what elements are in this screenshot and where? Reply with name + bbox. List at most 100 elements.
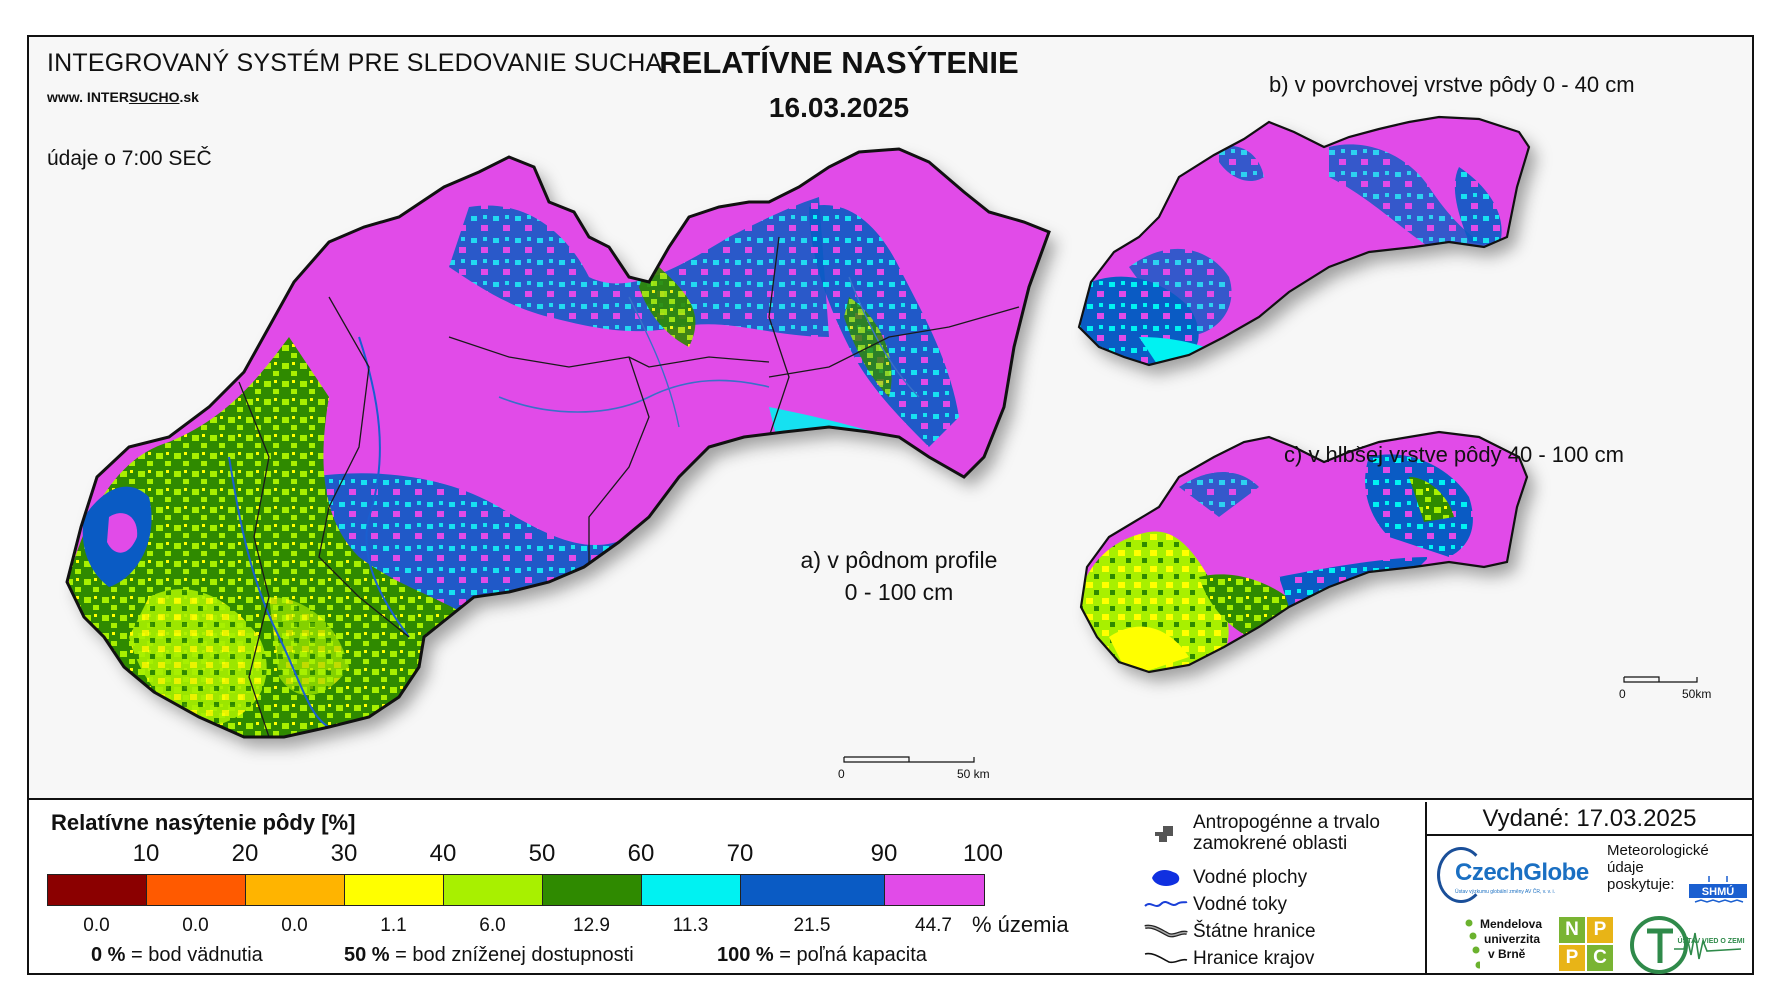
map-frame: INTEGROVANÝ SYSTÉM PRE SLEDOVANIE SUCHA … [27, 35, 1754, 975]
legend-class-5 [444, 875, 543, 905]
data-hour-note: údaje o 7:00 SEČ [47, 147, 212, 170]
legend-pct-7: 11.3 [672, 915, 709, 936]
map-area: INTEGROVANÝ SYSTÉM PRE SLEDOVANIE SUCHA … [29, 37, 1752, 800]
meteo-line1: Meteorologické [1607, 842, 1709, 859]
nppc-logo: N P P C [1559, 917, 1613, 971]
issued-date: Vydané: 17.03.2025 [1427, 802, 1752, 836]
web-brand: SUCHO [128, 89, 180, 105]
czechglobe-logo: CzechGlobe Ústav výzkumu globální změny … [1437, 845, 1602, 905]
symbol-region-border-label: Hranice krajov [1193, 947, 1315, 969]
scale-main-km: 50 km [957, 767, 990, 781]
legend-tick-50: 50 [528, 840, 556, 867]
legend-tick-40: 40 [429, 840, 457, 867]
page-title: RELATÍVNE NASÝTENIE [659, 45, 1019, 80]
legend-pct-3: 0.0 [281, 915, 308, 936]
czechglobe-ring-icon [1437, 847, 1485, 903]
panel-a-label-line1: a) v pôdnom profile [800, 547, 998, 573]
note-reduced-bold: 50 % [344, 944, 390, 966]
legend-pct-unit: % územia [972, 912, 1069, 937]
legend-colorbar [47, 874, 985, 906]
legend-pct-6: 12.9 [573, 915, 610, 936]
scale-small-km: 50km [1682, 687, 1712, 701]
symbol-water-bodies-label: Vodné plochy [1193, 866, 1308, 888]
note-capacity-text: = poľná kapacita [779, 944, 927, 966]
scale-bar-small [1623, 676, 1698, 683]
legend-class-3 [246, 875, 345, 905]
panel-b-label: b) v povrchovej vrstve pôdy 0 - 40 cm [1269, 72, 1635, 97]
uvz-logo: ÚSTAV VIED O ZEMI [1630, 916, 1745, 974]
nppc-letter-1: N [1559, 917, 1585, 943]
water-body-icon [1139, 865, 1193, 889]
legend-class-6 [543, 875, 642, 905]
symbol-streams-label: Vodné toky [1193, 893, 1288, 915]
legend-tick-70: 70 [726, 840, 754, 867]
mendel-line3: v Brně [1488, 947, 1526, 961]
legend: Relatívne nasýtenie pôdy [%] 10 20 30 40 50 6… [29, 802, 1129, 973]
note-reduced-text: = bod zníženej dostupnosti [395, 944, 634, 966]
scale-main-zero: 0 [838, 767, 845, 781]
symbol-state-border-label: Štátne hranice [1193, 920, 1316, 942]
legend-tick-20: 20 [231, 840, 259, 867]
panel-a-label-line2: 0 - 100 cm [844, 579, 954, 605]
legend-tick-90: 90 [870, 840, 898, 867]
nppc-letter-3: P [1559, 945, 1585, 971]
web-prefix: www. INTER [47, 89, 129, 105]
maps-svg [65, 115, 1698, 763]
legend-pct-2: 0.0 [182, 915, 209, 936]
czechglobe-subtitle: Ústav výzkumu globální změny AV ČR, v. v… [1455, 889, 1556, 895]
meteo-line2: údaje [1607, 859, 1644, 876]
map-date: 16.03.2025 [768, 92, 910, 123]
note-capacity: 100 % = poľná kapacita [717, 944, 927, 967]
legend-tick-30: 30 [330, 840, 358, 867]
mendel-line1: Mendelova [1480, 917, 1543, 931]
symbol-anthropogenic-line1: Antropogénne a trvalo [1193, 812, 1380, 833]
note-wilting-text: = bod vädnutia [131, 944, 263, 966]
note-wilting: 0 % = bod vädnutia [91, 944, 263, 967]
symbol-streams: Vodné toky [1139, 892, 1287, 916]
nppc-letter-4: C [1587, 945, 1613, 971]
legend-class-4 [345, 875, 444, 905]
legend-pct-4: 1.1 [380, 915, 407, 936]
mendel-dots-icon [1465, 919, 1480, 969]
legend-tick-60: 60 [627, 840, 655, 867]
legend-pct-5: 6.0 [479, 915, 506, 936]
nppc-letter-2: P [1587, 917, 1613, 943]
legend-class-2 [147, 875, 246, 905]
legend-pct-9: 44.7 [915, 915, 952, 936]
shmu-text: SHMÚ [1702, 885, 1734, 898]
symbol-anthropogenic: Antropogénne a trvalo zamokrené oblasti [1139, 812, 1380, 854]
legend-tick-100: 100 [962, 840, 1004, 867]
legend-class-8 [741, 875, 885, 905]
wetland-icon [1139, 821, 1193, 845]
symbol-anthropogenic-line2: zamokrené oblasti [1193, 833, 1348, 854]
region-border-icon [1139, 946, 1193, 970]
legend-title: Relatívne nasýtenie pôdy [%] [51, 810, 356, 835]
legend-class-1 [48, 875, 147, 905]
czechglobe-name: CzechGlobe [1455, 859, 1589, 886]
scale-small-zero: 0 [1619, 687, 1626, 701]
state-border-icon [1139, 919, 1193, 943]
legend-class-9 [885, 875, 984, 905]
symbol-region-border: Hranice krajov [1139, 946, 1314, 970]
panel-c-label: c) v hlbšej vrstve pôdy 40 - 100 cm [1284, 442, 1624, 467]
meteo-provider: Meteorologické údaje poskytuje: [1607, 842, 1709, 893]
scale-bar-main [843, 756, 975, 763]
web-suffix: .sk [179, 89, 199, 105]
system-title: INTEGROVANÝ SYSTÉM PRE SLEDOVANIE SUCHA [47, 49, 663, 77]
legend-tick-10: 10 [132, 840, 160, 867]
meteo-line3: poskytuje: [1607, 876, 1675, 893]
legend-pct-1: 0.0 [83, 915, 110, 936]
symbol-water-bodies: Vodné plochy [1139, 865, 1307, 889]
shmu-logo: SHMÚ [1689, 876, 1747, 903]
stream-icon [1139, 892, 1193, 916]
uvz-text: ÚSTAV VIED O ZEMI [1677, 936, 1744, 945]
legend-pct-8: 21.5 [793, 915, 831, 936]
note-reduced: 50 % = bod zníženej dostupnosti [344, 944, 634, 967]
mendel-line2: univerzita [1484, 932, 1541, 946]
note-capacity-bold: 100 % [717, 944, 774, 966]
mendel-logo: Mendelova univerzita v Brně [1464, 917, 1554, 977]
note-wilting-bold: 0 % [91, 944, 126, 966]
legend-divider [1425, 802, 1427, 975]
legend-class-7 [642, 875, 741, 905]
website-link[interactable]: www. INTERSUCHO.sk [47, 89, 199, 105]
